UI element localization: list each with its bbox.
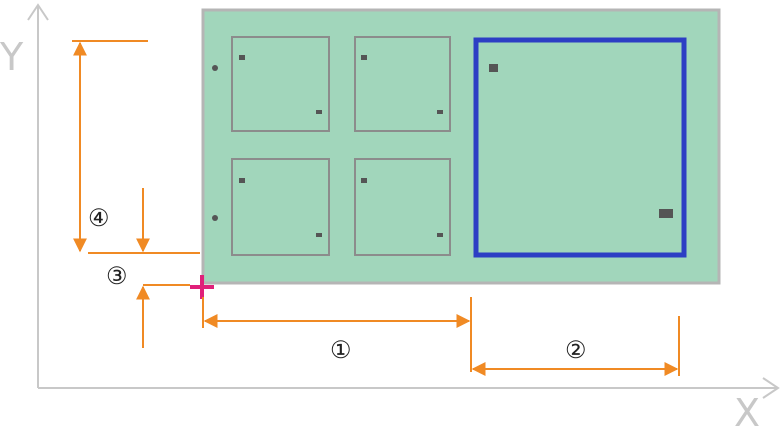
dimension-3: ③ — [88, 188, 200, 348]
small-pcb — [354, 158, 451, 256]
x-axis-label: X — [734, 391, 760, 428]
highlighted-pcb — [473, 37, 687, 258]
dimension-3-label: ③ — [106, 262, 128, 290]
dimension-1-label: ① — [330, 336, 352, 364]
fiducial-mark-bottom — [212, 215, 218, 221]
pcb-marker-top-left — [239, 55, 245, 60]
dimension-4: ④ — [72, 40, 148, 253]
small-pcb — [231, 36, 330, 132]
origin-marker — [190, 275, 214, 299]
pcb-marker-bottom-right — [437, 110, 443, 114]
pcb-marker-top-left — [361, 55, 367, 60]
dimension-4-label: ④ — [88, 204, 110, 232]
small-pcb — [231, 158, 330, 256]
fiducial-mark-top — [212, 65, 218, 71]
dimension-1: ① — [202, 297, 472, 372]
dimension-2: ② — [471, 316, 680, 376]
pcb-marker-bottom-right — [437, 233, 443, 237]
x-axis-arrowhead — [762, 377, 780, 399]
y-axis-label: Y — [0, 35, 24, 79]
pcb-marker-top-left — [489, 64, 498, 72]
pcb-marker-bottom-right — [316, 110, 322, 114]
panel — [201, 8, 721, 285]
coordinate-axes: Y X — [0, 3, 780, 428]
small-pcb — [354, 36, 451, 132]
pcb-marker-bottom-right — [316, 233, 322, 237]
dimension-2-label: ② — [565, 336, 587, 364]
y-axis-arrowhead — [27, 3, 49, 21]
pcb-marker-bottom-right — [659, 209, 673, 218]
pcb-marker-top-left — [361, 178, 367, 183]
pcb-marker-top-left — [239, 178, 245, 183]
